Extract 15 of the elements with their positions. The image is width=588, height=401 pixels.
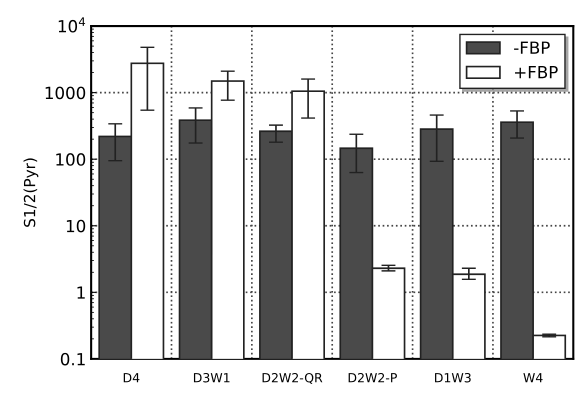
x-tick-label: D1W3 <box>435 373 471 382</box>
y-tick-label: 100 <box>56 153 86 166</box>
y-tick-label: 10$^{4}$ <box>58 17 86 33</box>
y-tick-label: 0.1 <box>60 352 85 366</box>
y-tick-label: 1 <box>78 286 85 299</box>
x-tick-label: D3W1 <box>194 373 230 382</box>
legend-label: -FBP <box>514 42 550 54</box>
x-tick-label: D4 <box>124 373 140 382</box>
y-tick-label: 10 <box>66 220 86 232</box>
y-tick-label: 1000 <box>46 86 86 100</box>
y-axis-title: S1/2(Pyr) <box>24 158 38 227</box>
x-tick-label: D2W2-QR <box>262 373 322 384</box>
x-tick-label: W4 <box>523 373 543 382</box>
x-tick-label: D2W2-P <box>348 373 397 382</box>
legend-label: +FBP <box>515 66 558 78</box>
